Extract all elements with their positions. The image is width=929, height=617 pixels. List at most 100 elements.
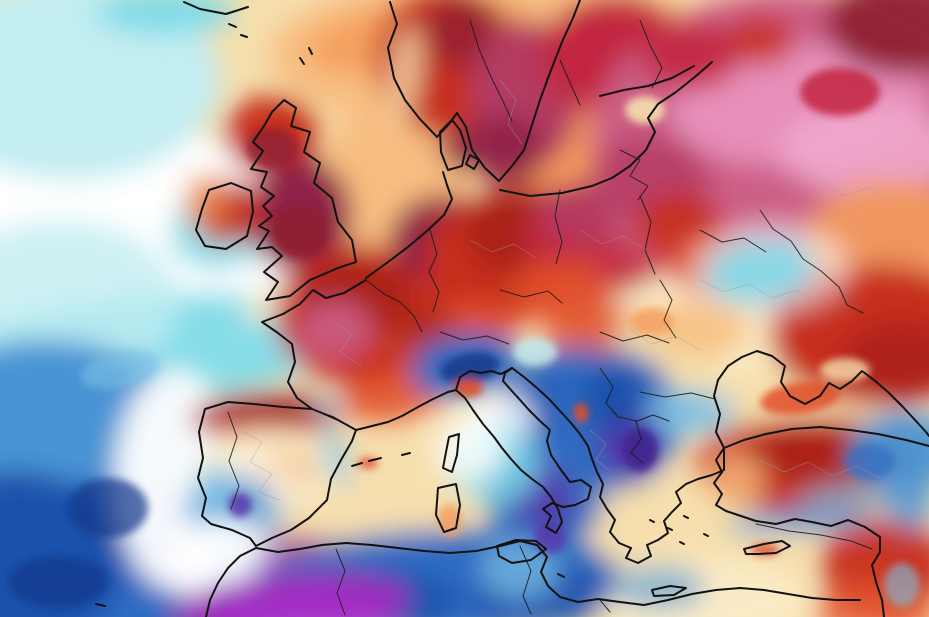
border-france-east — [365, 279, 423, 333]
france-atlantic-coast — [261, 279, 367, 410]
admin-spain — [239, 429, 281, 501]
anomaly-blob-blue — [725, 509, 875, 535]
border-morocco-algeria — [335, 548, 346, 616]
anomaly-blob-cream — [595, 470, 715, 580]
anomaly-blob-cyanpale — [0, 220, 180, 380]
gulf-of-venice-coast — [455, 367, 513, 391]
sardinia-coast — [435, 483, 461, 533]
anomaly-blob-redorange — [760, 381, 840, 415]
balearic-islands — [351, 452, 411, 467]
madeira-island — [95, 603, 106, 607]
levant-coast — [871, 564, 885, 617]
border-balkans-3 — [630, 420, 644, 464]
anomaly-blob-cream — [389, 25, 421, 125]
border-turkey-syria — [755, 523, 873, 550]
admin-turkey — [759, 459, 881, 479]
admin-romania — [629, 329, 701, 351]
anomaly-blob-navy — [440, 352, 500, 384]
anomaly-blob-cream — [820, 358, 870, 382]
anomaly-blob-cream — [625, 96, 665, 124]
baltic-south-coast — [499, 61, 713, 197]
border-baltic-states — [619, 149, 649, 201]
anomaly-blob-bluelight — [645, 390, 735, 434]
malta-island — [557, 573, 565, 578]
border-poland-ukraine — [639, 195, 656, 275]
aegean-islands — [649, 515, 709, 545]
admin-russia — [819, 179, 893, 205]
border-belarus-ukraine — [699, 229, 767, 253]
shetland-islands — [299, 47, 313, 65]
turkey-aegean-coast — [713, 447, 739, 516]
admin-borders — [239, 79, 893, 501]
anomaly-blob-violetdark — [622, 428, 658, 472]
iceland-coast — [183, 1, 249, 15]
border-ukraine-russia — [759, 209, 864, 314]
border-finland-russia — [639, 19, 663, 89]
anomaly-blob-bluelight — [884, 563, 920, 607]
anomaly-blob-crimson — [800, 68, 880, 116]
anomaly-blob-red — [725, 15, 795, 65]
anomaly-blob-cyan — [705, 239, 815, 305]
anomaly-blob-darkred — [840, 322, 929, 402]
border-tunisia-libya — [519, 545, 532, 615]
border-germany-poland — [554, 189, 563, 265]
border-sweden-finland — [559, 59, 581, 106]
great-britain-coast — [250, 99, 357, 301]
anomaly-blob-maroon — [272, 206, 328, 258]
anomaly-blob-blue — [885, 470, 929, 530]
anomaly-blob-rose — [297, 300, 373, 360]
denmark-coast — [439, 119, 467, 171]
border-moldova — [659, 279, 677, 339]
iberia-coast — [197, 401, 357, 547]
anomaly-blob-pinkpale — [780, 105, 929, 195]
anomaly-blob-crimson — [640, 20, 740, 90]
border-balkans-1 — [599, 367, 619, 418]
anomaly-blob-redorange — [453, 379, 483, 397]
scandinavia-coast — [387, 0, 581, 182]
gulf-of-lion-coast — [355, 389, 457, 431]
anomaly-blob-bluedeep — [580, 363, 650, 433]
border-romania-bulgaria — [639, 391, 716, 400]
italy-toe-heel-coast — [542, 479, 592, 534]
anomaly-blob-redorange — [574, 403, 588, 423]
admin-poland — [579, 229, 647, 251]
border-balkans-2 — [617, 414, 670, 422]
border-norway-sweden — [469, 19, 513, 122]
anomaly-blob-purplebright — [220, 595, 400, 617]
anomaly-blob-violet — [534, 522, 566, 554]
italy-west-coast — [455, 389, 563, 534]
admin-ukraine — [699, 279, 821, 305]
admin-france — [329, 319, 363, 367]
anomaly-blob-maroon — [246, 128, 298, 168]
admin-germany — [469, 239, 537, 259]
crete-coast — [651, 585, 687, 597]
border-czech — [499, 289, 563, 304]
admin-sweden — [499, 79, 523, 145]
anomaly-blob-bluelight — [795, 481, 915, 509]
faroe-islands — [228, 23, 248, 38]
anomaly-blob-navy — [8, 556, 108, 608]
border-libya-egypt — [599, 599, 611, 613]
ireland-coast — [195, 182, 254, 250]
border-spain-portugal — [227, 411, 240, 510]
anomaly-blob-cyanpale — [0, 0, 220, 180]
anomaly-blob-orangel — [630, 308, 674, 336]
admin-balkans — [589, 429, 613, 473]
north-africa-coast — [255, 540, 861, 606]
anomaly-blob-bluelight — [480, 540, 560, 600]
anomaly-blob-bluelight — [80, 350, 160, 390]
anomaly-blob-bluelight — [307, 397, 343, 413]
turkey-south-coast — [737, 514, 881, 566]
greece-south-coast — [625, 511, 673, 564]
zealand-coast — [465, 154, 480, 170]
border-pyrenees — [311, 408, 353, 429]
anomaly-blob-peach — [650, 298, 750, 358]
border-rhine — [428, 229, 440, 313]
morocco-atlantic-coast — [205, 547, 257, 617]
corsica-coast — [442, 433, 460, 473]
anomaly-blob-bluelight — [320, 421, 350, 489]
border-hungary-romania — [599, 331, 670, 344]
anomaly-blob-maroon — [825, 0, 929, 75]
